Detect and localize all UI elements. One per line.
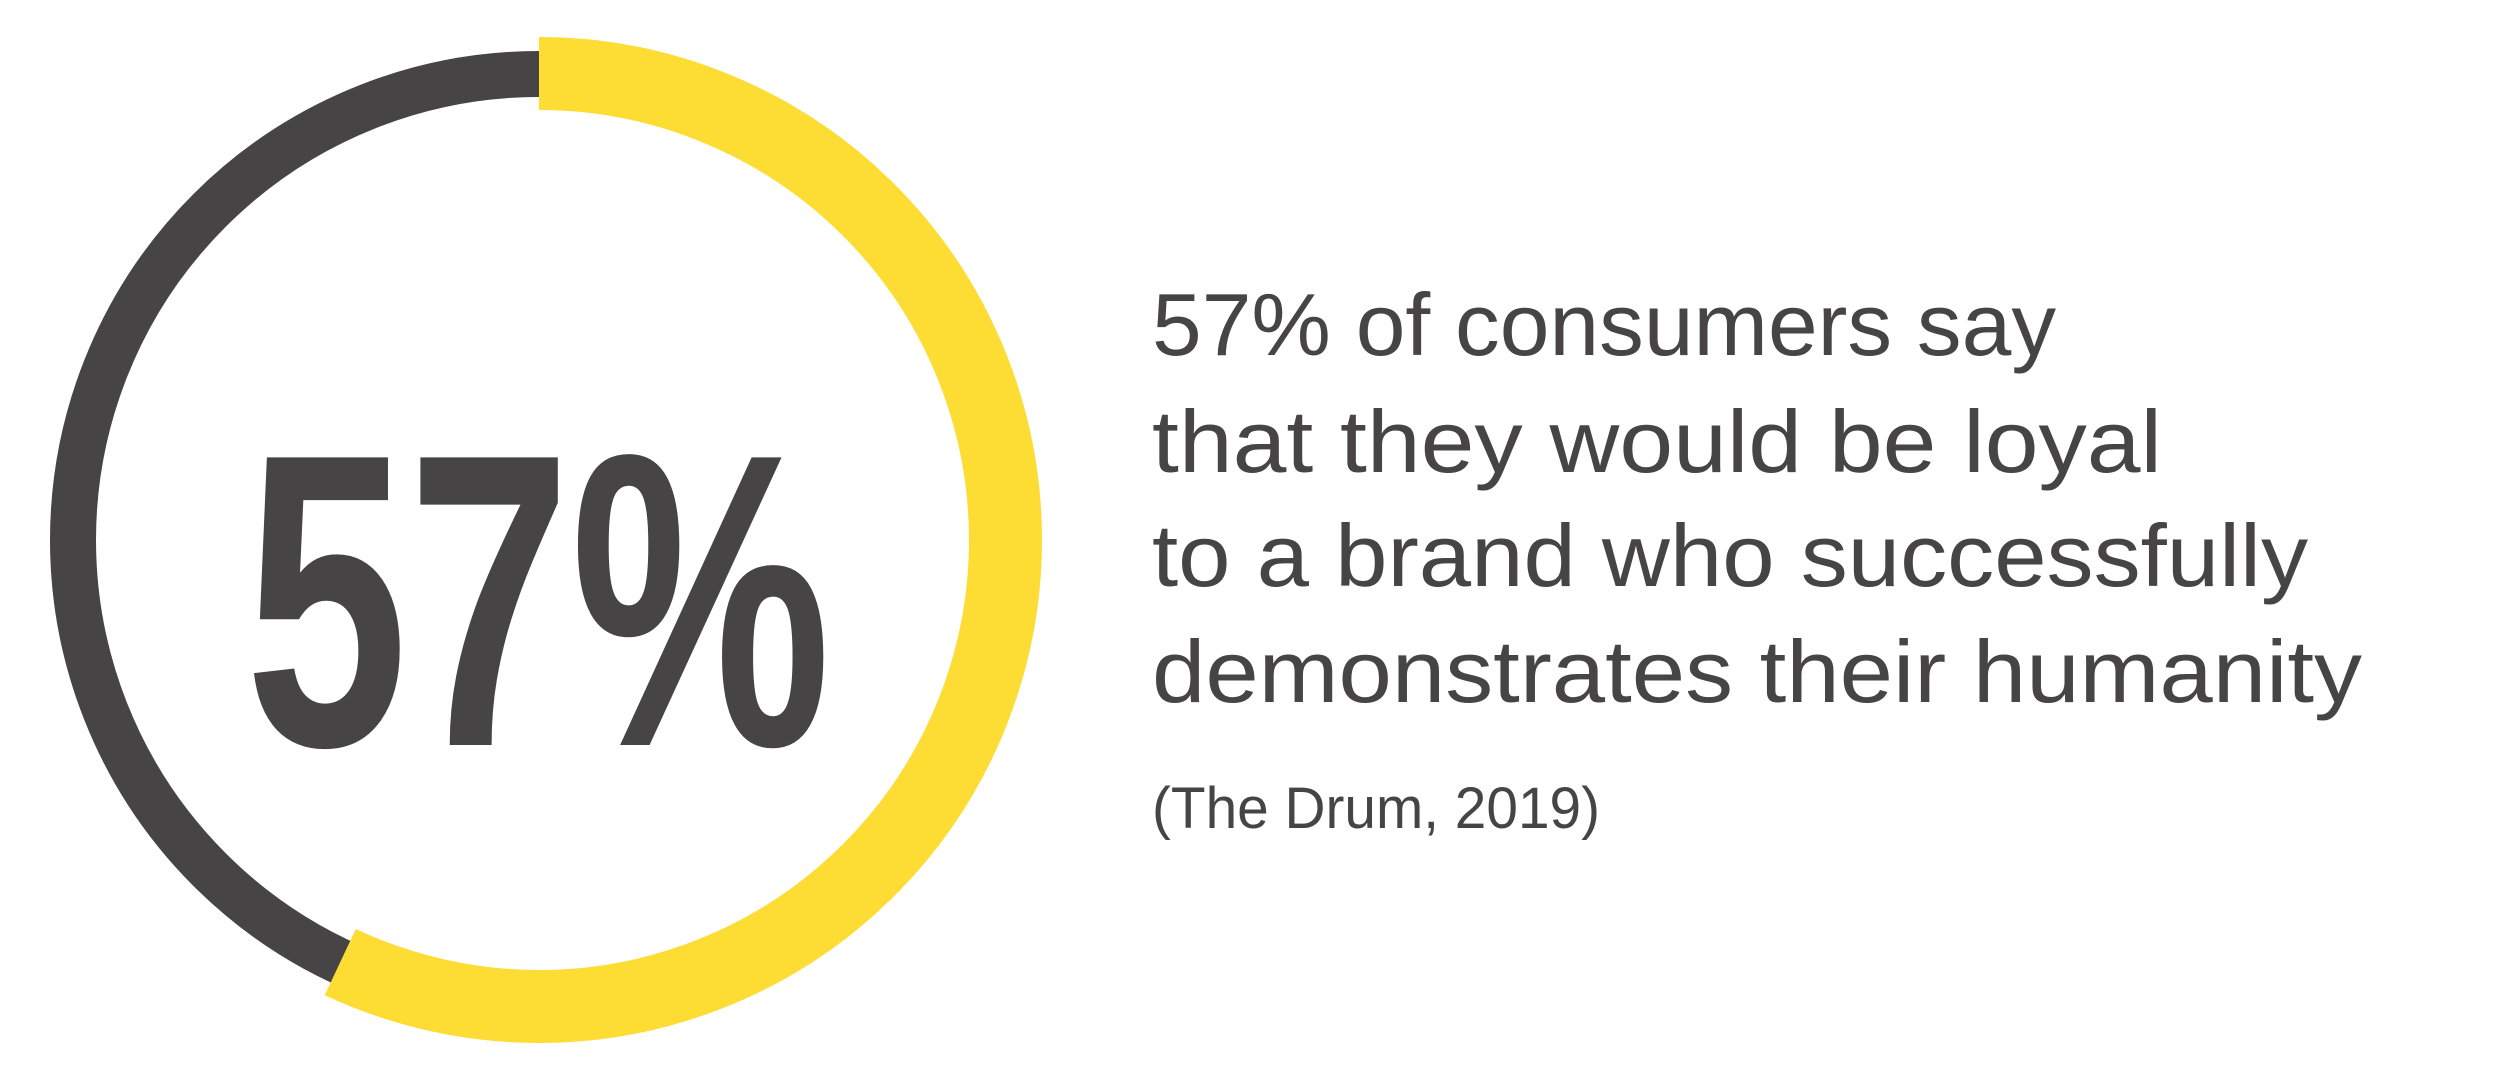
statement-line-1: 57% of consumers say <box>1152 275 2056 374</box>
statement-text: 57% of consumers say that they would be … <box>1152 275 2362 721</box>
ring-value-arc <box>36 37 1042 1043</box>
source-citation: (The Drum, 2019) <box>1152 776 1600 841</box>
progress-ring <box>36 37 1042 1043</box>
statement-line-4: demonstrates their humanity <box>1152 622 2362 721</box>
ring-center-value: 57% <box>245 367 831 834</box>
statement-line-3: to a brand who successfully <box>1152 506 2308 605</box>
statement-line-2: that they would be loyal <box>1152 392 2162 491</box>
